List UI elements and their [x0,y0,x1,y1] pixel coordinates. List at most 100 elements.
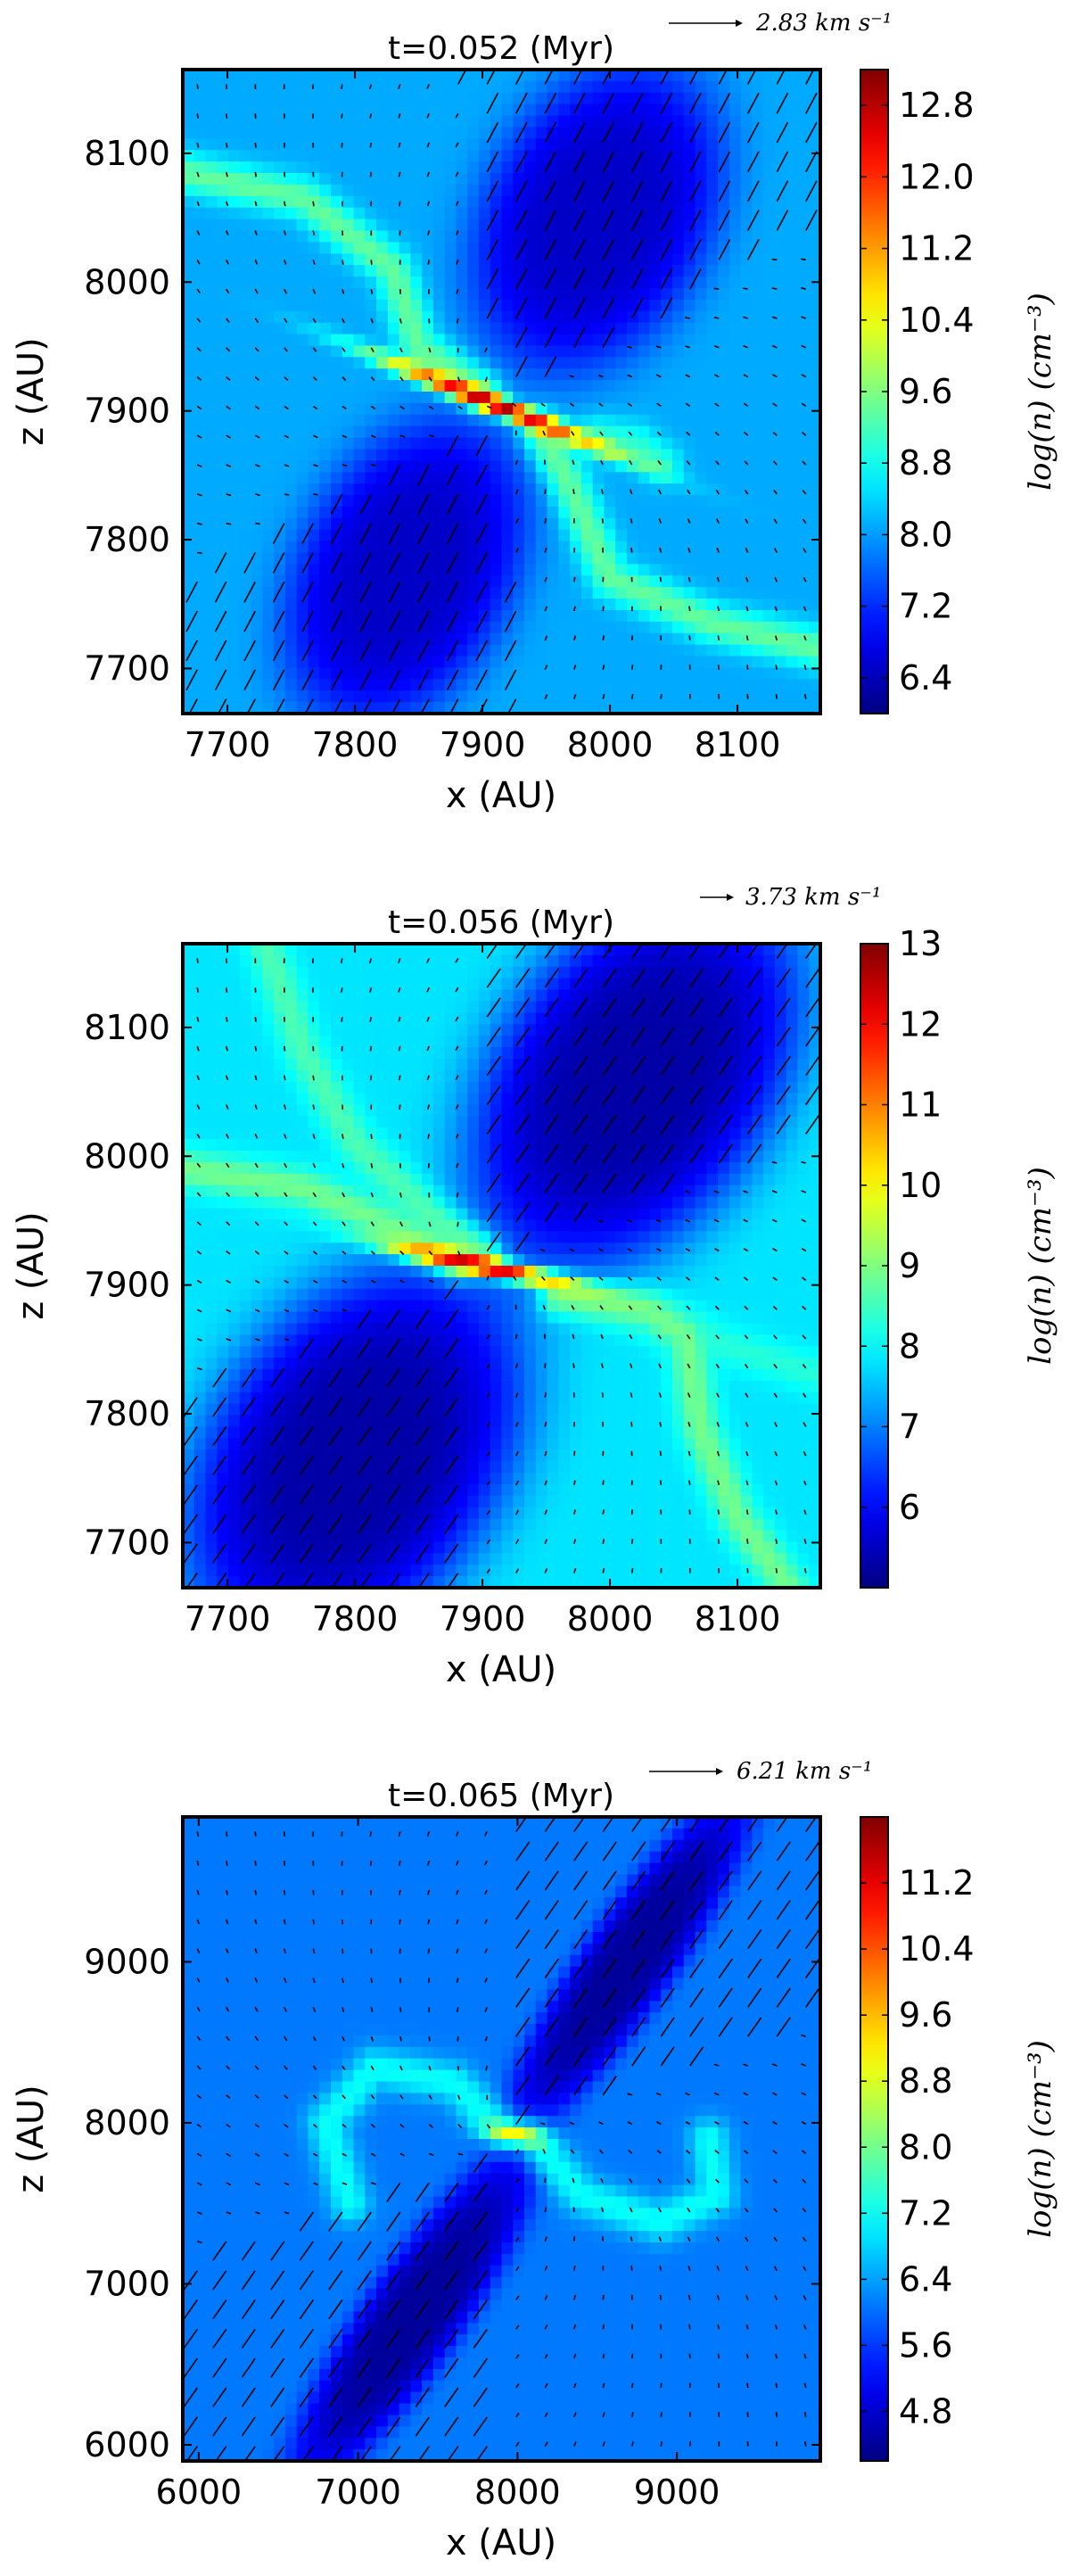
density-cell [535,392,548,404]
density-cell [478,230,491,243]
density-cell [319,277,332,289]
density-cell [399,989,411,1003]
density-cell [797,621,810,634]
density-cell [296,1208,309,1221]
density-cell [513,287,525,301]
density-cell [467,517,480,531]
density-cell [205,1231,218,1243]
density-cell [752,609,764,623]
density-cell [706,150,719,162]
density-cell [706,230,719,243]
density-cell [205,656,218,669]
density-cell [615,679,628,691]
density-cell [376,103,389,117]
density-cell [422,242,434,254]
density-cell [728,425,742,439]
velocity-arrow [388,552,401,574]
density-cell [399,1391,411,1405]
density-cell [683,599,696,611]
density-cell [809,506,820,519]
density-cell [535,161,548,174]
velocity-arrow [744,460,749,466]
density-cell [342,345,355,358]
density-cell [387,599,400,611]
density-cell [376,1576,389,1588]
density-cell [228,1415,241,1428]
density-cell [399,357,411,369]
density-cell [308,207,320,220]
density-cell [661,219,673,232]
density-cell [319,1219,332,1232]
density-cell [592,265,605,277]
density-cell [319,195,332,209]
density-cell [274,138,286,151]
density-cell [308,1415,320,1428]
velocity-arrow [718,70,728,85]
velocity-arrow [714,431,720,436]
density-cell [740,541,753,554]
density-cell [284,1058,298,1071]
density-cell [319,310,332,324]
density-cell [809,472,820,484]
density-cell [296,1541,309,1554]
density-cell [774,517,787,531]
density-cell [513,460,525,473]
velocity-arrow [399,318,402,324]
density-cell [399,138,411,151]
density-cell [524,173,537,186]
density-cell [284,1576,298,1588]
density-cell [376,1391,389,1405]
density-cell [239,299,252,312]
density-cell [786,460,799,473]
density-cell [319,1495,332,1508]
density-cell [228,1380,241,1393]
density-cell [365,380,377,392]
density-cell [570,449,582,461]
density-cell [284,1369,298,1382]
density-cell [592,529,605,542]
density-cell [353,310,366,324]
density-cell [580,667,594,680]
density-cell [432,472,446,484]
density-cell [422,1288,434,1301]
density-cell [774,287,787,301]
density-cell [319,1426,332,1439]
density-cell [365,299,377,312]
density-cell [353,1104,366,1117]
density-cell [718,161,730,174]
density-cell [205,265,218,277]
velocity-arrow [629,459,633,466]
density-cell [251,414,263,427]
density-cell [284,1266,298,1278]
density-cell [399,1266,411,1278]
density-cell [399,277,411,289]
density-cell [626,564,639,576]
density-cell [592,414,605,427]
density-cell [284,609,298,623]
density-cell [649,414,662,427]
density-cell [308,368,320,381]
density-cell [432,460,446,473]
density-cell [228,230,241,243]
density-cell [262,564,275,576]
density-cell [274,345,286,358]
density-cell [422,1323,434,1335]
density-cell [422,1036,434,1048]
density-cell [353,322,366,335]
density-cell [570,392,582,404]
density-cell [296,679,309,691]
density-cell [467,541,480,554]
density-cell [786,702,799,714]
density-cell [809,575,820,588]
density-cell [376,242,389,254]
density-cell [239,414,252,427]
density-cell [490,103,503,117]
density-cell [183,1024,195,1036]
density-cell [193,414,207,427]
density-cell [193,632,207,646]
density-cell [752,460,764,473]
density-cell [228,392,241,404]
density-cell [740,310,753,324]
density-cell [661,702,673,714]
density-cell [399,1058,411,1071]
